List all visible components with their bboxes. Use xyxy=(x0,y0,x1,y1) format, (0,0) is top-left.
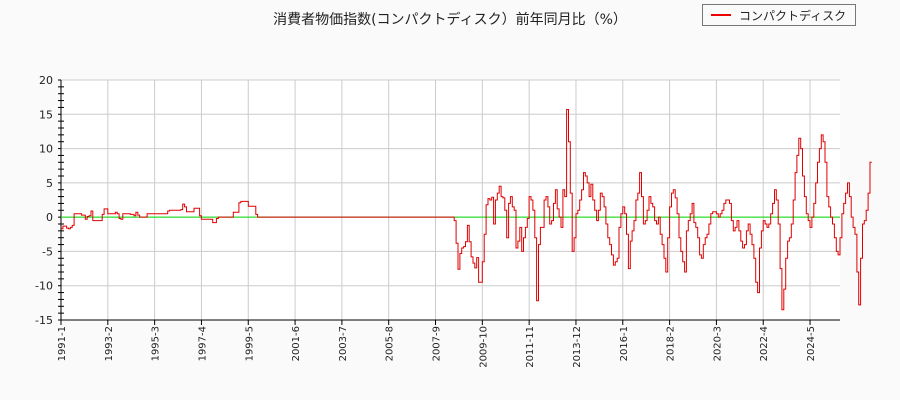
y-tick-label: -10 xyxy=(35,280,53,293)
x-tick-label: 2024-5 xyxy=(806,326,817,361)
y-tick-label: -5 xyxy=(42,245,53,258)
x-tick-label: 2022-4 xyxy=(759,326,770,361)
x-tick-label: 2011-11 xyxy=(525,326,536,368)
x-tick-label: 2003-7 xyxy=(338,326,349,361)
y-tick-label: -15 xyxy=(35,314,53,327)
x-tick-label: 2005-8 xyxy=(385,326,396,361)
grid-lines xyxy=(60,79,840,321)
data-series xyxy=(61,109,872,311)
x-tick-label: 2018-2 xyxy=(666,326,677,361)
y-tick-label: 20 xyxy=(39,74,53,87)
series-line xyxy=(61,109,872,311)
y-tick-label: 5 xyxy=(46,177,53,190)
legend-label: コンパクトディスク xyxy=(739,8,847,23)
legend: コンパクトディスク xyxy=(702,4,856,26)
y-tick-label: 15 xyxy=(39,108,53,121)
x-tick-label: 2020-3 xyxy=(712,326,723,361)
x-tick-label: 2007-9 xyxy=(432,326,443,361)
x-tick-label: 2013-12 xyxy=(572,326,583,368)
legend-swatch-red xyxy=(711,14,731,16)
x-tick-label: 2001-6 xyxy=(291,326,302,361)
y-tick-label: 0 xyxy=(46,211,53,224)
y-tick-label: 10 xyxy=(39,143,53,156)
x-tick-label: 1991-1 xyxy=(57,326,68,361)
x-tick-label: 2009-10 xyxy=(478,326,489,368)
x-tick-label: 1995-3 xyxy=(151,326,162,361)
x-tick-label: 2016-1 xyxy=(619,326,630,361)
x-tick-label: 1993-2 xyxy=(104,326,115,361)
x-tick-label: 1997-4 xyxy=(197,326,208,361)
x-tick-label: 1999-5 xyxy=(244,326,255,361)
chart-title: 消費者物価指数(コンパクトディスク）前年同月比（%） xyxy=(273,12,627,28)
axes: 20 15 10 5 0 -5 -10 -15 1991-1 1993-2 1995-3 1997-4… xyxy=(35,74,840,368)
